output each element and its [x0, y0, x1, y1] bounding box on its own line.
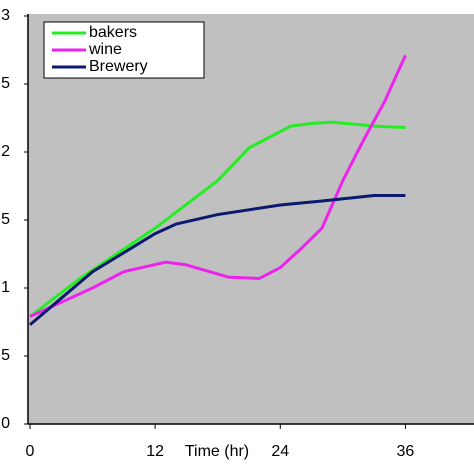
y-tick-label: 2.5	[0, 75, 10, 92]
legend-label: Brewery	[89, 58, 148, 75]
y-tick-label: 0.5	[0, 347, 10, 364]
y-tick-label: 1.5	[0, 211, 10, 228]
legend-label: wine	[88, 41, 122, 58]
x-axis-title: Time (hr)	[185, 443, 249, 460]
y-tick-label: 3	[1, 7, 10, 24]
y-tick-label: 2	[1, 143, 10, 160]
x-tick-label: 12	[146, 443, 164, 460]
y-tick-label: 0	[1, 415, 10, 432]
plot-area	[28, 14, 474, 424]
series-line	[29, 54, 407, 318]
x-tick-label: 0	[26, 443, 35, 460]
series-line	[29, 194, 406, 326]
x-tick-label: 24	[271, 443, 289, 460]
series-line	[29, 120, 406, 318]
x-tick-label: 36	[397, 443, 415, 460]
y-tick-label: 1	[1, 279, 10, 296]
legend-label: bakers	[89, 24, 137, 41]
